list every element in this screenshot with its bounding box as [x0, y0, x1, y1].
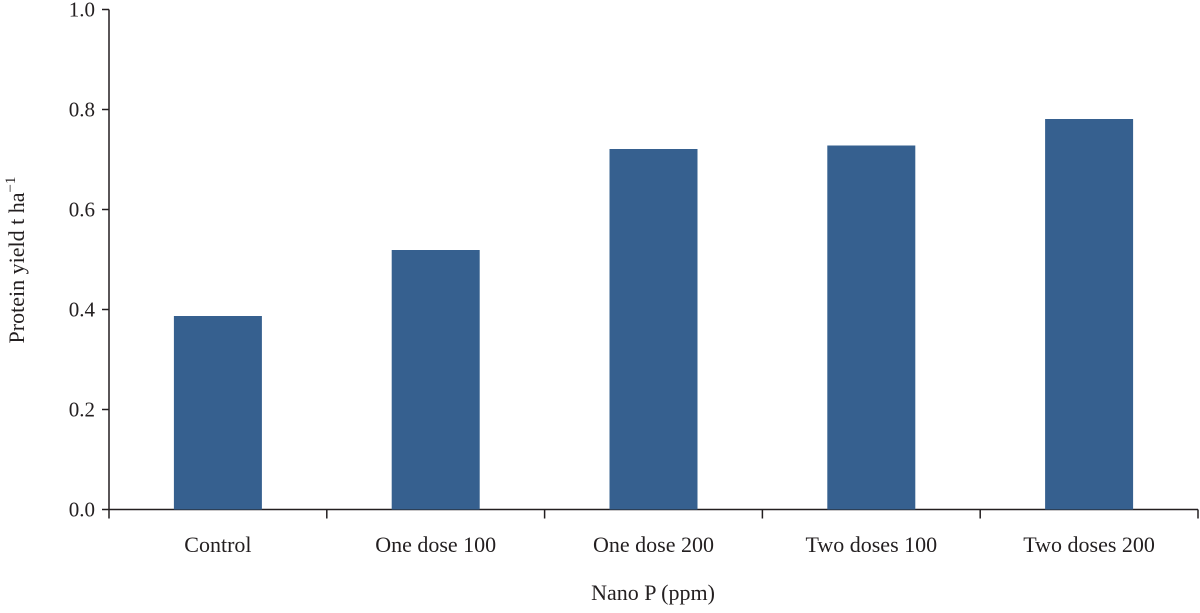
y-tick-label: 0.8 — [69, 98, 95, 122]
y-tick-label: 0.2 — [69, 398, 95, 422]
bars — [173, 119, 1134, 510]
y-axis-label: Protein yield t ha−1 — [3, 177, 29, 344]
x-tick-label: Two doses 200 — [1023, 532, 1155, 557]
labels: 0.0 0.2 0.4 0.6 0.8 1.0 Control One dose 100 One… — [69, 0, 1155, 557]
x-axis-label: Nano P (ppm) — [591, 580, 715, 605]
bar-two-doses-200 — [1045, 119, 1134, 510]
bar-two-doses-100 — [827, 145, 916, 510]
x-tick-label: One dose 200 — [593, 532, 714, 557]
y-tick-label: 0.6 — [69, 198, 95, 222]
y-tick-label: 0.0 — [69, 498, 95, 522]
y-tick-label: 0.4 — [69, 298, 96, 322]
bar-one-dose-200 — [609, 149, 698, 510]
x-tick-label: Two doses 100 — [805, 532, 937, 557]
bar-control — [173, 316, 262, 510]
x-tick-label: One dose 100 — [375, 532, 496, 557]
y-tick-label: 1.0 — [69, 0, 95, 22]
x-tick-label: Control — [184, 532, 251, 557]
y-axis-label-superscript: −1 — [3, 177, 19, 193]
y-axis-label-text: Protein yield t ha — [4, 192, 29, 343]
bar-one-dose-100 — [391, 250, 480, 510]
